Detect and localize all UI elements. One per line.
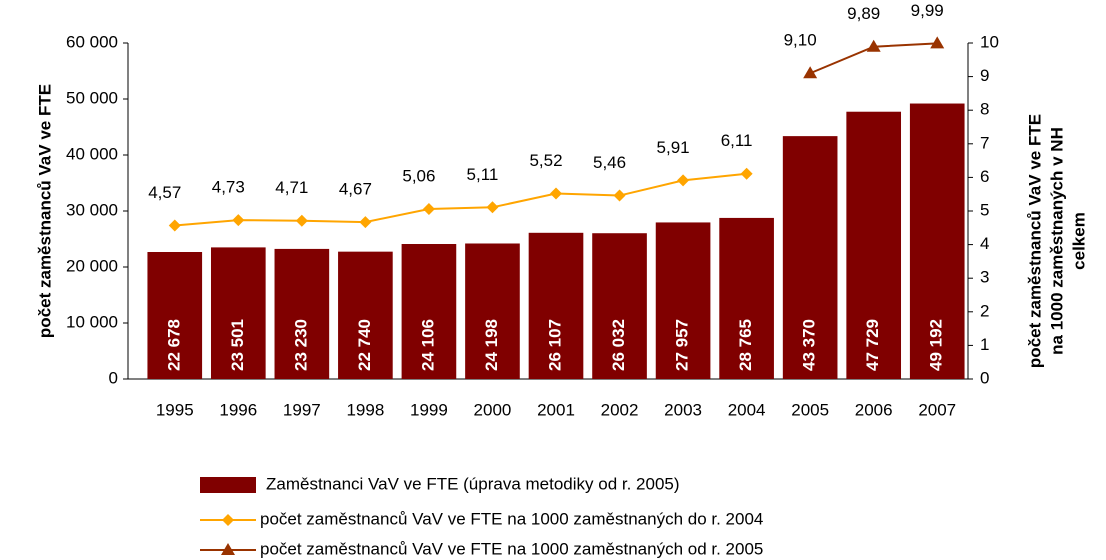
- line-marker: [295, 214, 308, 227]
- y2-tick-label: 8: [980, 100, 989, 119]
- bar: [338, 251, 393, 379]
- x-tick-label: 2001: [537, 400, 575, 419]
- y2-tick-label: 5: [980, 200, 989, 219]
- data-label: 9,10: [784, 31, 817, 50]
- bar: [655, 222, 711, 379]
- legend-label: počet zaměstnanců VaV ve FTE na 1000 zam…: [260, 539, 763, 558]
- bar: [465, 243, 520, 379]
- legend-label: Zaměstnanci VaV ve FTE (úprava metodiky …: [266, 474, 680, 493]
- legend-swatch: [200, 477, 256, 493]
- x-tick-label: 2006: [855, 400, 893, 419]
- bar-label: 47 729: [863, 319, 882, 371]
- bar: [147, 252, 203, 379]
- bar-label: 26 107: [545, 319, 564, 371]
- y2-tick-label: 2: [980, 301, 989, 320]
- data-label: 4,57: [148, 183, 181, 202]
- data-label: 9,99: [911, 1, 944, 20]
- y2-tick-label: 0: [980, 368, 989, 387]
- line-marker: [422, 202, 435, 215]
- line-marker: [359, 216, 372, 229]
- line-marker: [803, 66, 818, 79]
- x-tick-label: 1995: [156, 400, 194, 419]
- bar-label: 23 501: [228, 319, 247, 371]
- y-tick-label: 30 000: [66, 200, 118, 219]
- bar: [210, 247, 266, 379]
- bar-label: 28 765: [736, 319, 755, 371]
- data-label: 4,73: [212, 178, 245, 197]
- data-label: 5,52: [529, 151, 562, 170]
- y2-tick-label: 1: [980, 335, 989, 354]
- bar-label: 26 032: [609, 319, 628, 371]
- bar: [401, 244, 457, 379]
- bar: [274, 248, 330, 379]
- data-label: 5,06: [402, 166, 435, 185]
- x-tick-label: 2004: [728, 400, 766, 419]
- bar-label: 24 198: [482, 319, 501, 371]
- line-marker: [677, 174, 690, 187]
- y2-tick-label: 3: [980, 268, 989, 287]
- y2-tick-label: 9: [980, 66, 989, 85]
- bar-label: 43 370: [800, 319, 819, 371]
- line-marker: [168, 219, 181, 232]
- bar: [909, 103, 965, 379]
- data-label: 5,91: [657, 138, 690, 157]
- data-label: 4,67: [339, 180, 372, 199]
- x-tick-label: 1999: [410, 400, 448, 419]
- y-tick-label: 20 000: [66, 256, 118, 275]
- bar: [782, 136, 838, 379]
- x-tick-label: 2002: [601, 400, 639, 419]
- line-marker: [550, 187, 562, 200]
- y2-axis-title: na 1000 zaměstnaných v NH: [1047, 127, 1066, 355]
- y2-axis-title: počet zaměstnanců VaV ve FTE: [1025, 114, 1044, 368]
- data-label: 6,11: [721, 131, 753, 150]
- legend-label: počet zaměstnanců VaV ve FTE na 1000 zam…: [260, 509, 763, 528]
- y-tick-label: 60 000: [66, 32, 118, 51]
- y2-axis-title: celkem: [1069, 212, 1088, 270]
- x-tick-label: 1998: [346, 400, 384, 419]
- data-label: 5,46: [593, 153, 626, 172]
- y-tick-label: 40 000: [66, 144, 118, 163]
- line: [174, 172, 747, 227]
- y-tick-label: 50 000: [66, 88, 118, 107]
- bar-label: 23 230: [291, 319, 310, 371]
- bar: [528, 232, 584, 379]
- y-axis-title: počet zaměstnanců VaV ve FTE: [35, 84, 54, 338]
- y2-tick-label: 6: [980, 167, 989, 186]
- bar-label: 27 957: [673, 319, 692, 371]
- line-marker: [930, 36, 945, 49]
- x-tick-label: 1996: [219, 400, 257, 419]
- line-marker: [232, 214, 245, 227]
- legend-marker: [222, 514, 234, 526]
- line-marker: [486, 201, 499, 214]
- legend-marker: [221, 543, 235, 555]
- x-tick-label: 2007: [918, 400, 956, 419]
- data-label: 4,71: [275, 178, 308, 197]
- bar-label: 22 740: [355, 319, 374, 371]
- x-tick-label: 2000: [474, 400, 512, 419]
- bar-label: 49 192: [927, 319, 946, 371]
- line-marker: [613, 189, 626, 202]
- y-tick-label: 10 000: [66, 312, 118, 331]
- bar: [846, 111, 902, 380]
- x-tick-label: 2005: [791, 400, 829, 419]
- y-tick-label: 0: [109, 368, 118, 387]
- bar-label: 24 106: [418, 319, 437, 371]
- line-marker: [740, 167, 753, 180]
- bar: [592, 233, 647, 379]
- data-label: 9,89: [847, 4, 880, 23]
- x-tick-label: 1997: [283, 400, 321, 419]
- line-marker: [866, 39, 881, 52]
- data-label: 5,11: [467, 165, 499, 184]
- bar-label: 22 678: [164, 319, 183, 371]
- bar: [719, 217, 774, 379]
- y2-tick-label: 10: [980, 32, 999, 51]
- x-tick-label: 2003: [664, 400, 702, 419]
- y2-tick-label: 7: [980, 133, 989, 152]
- y2-tick-label: 4: [980, 234, 989, 253]
